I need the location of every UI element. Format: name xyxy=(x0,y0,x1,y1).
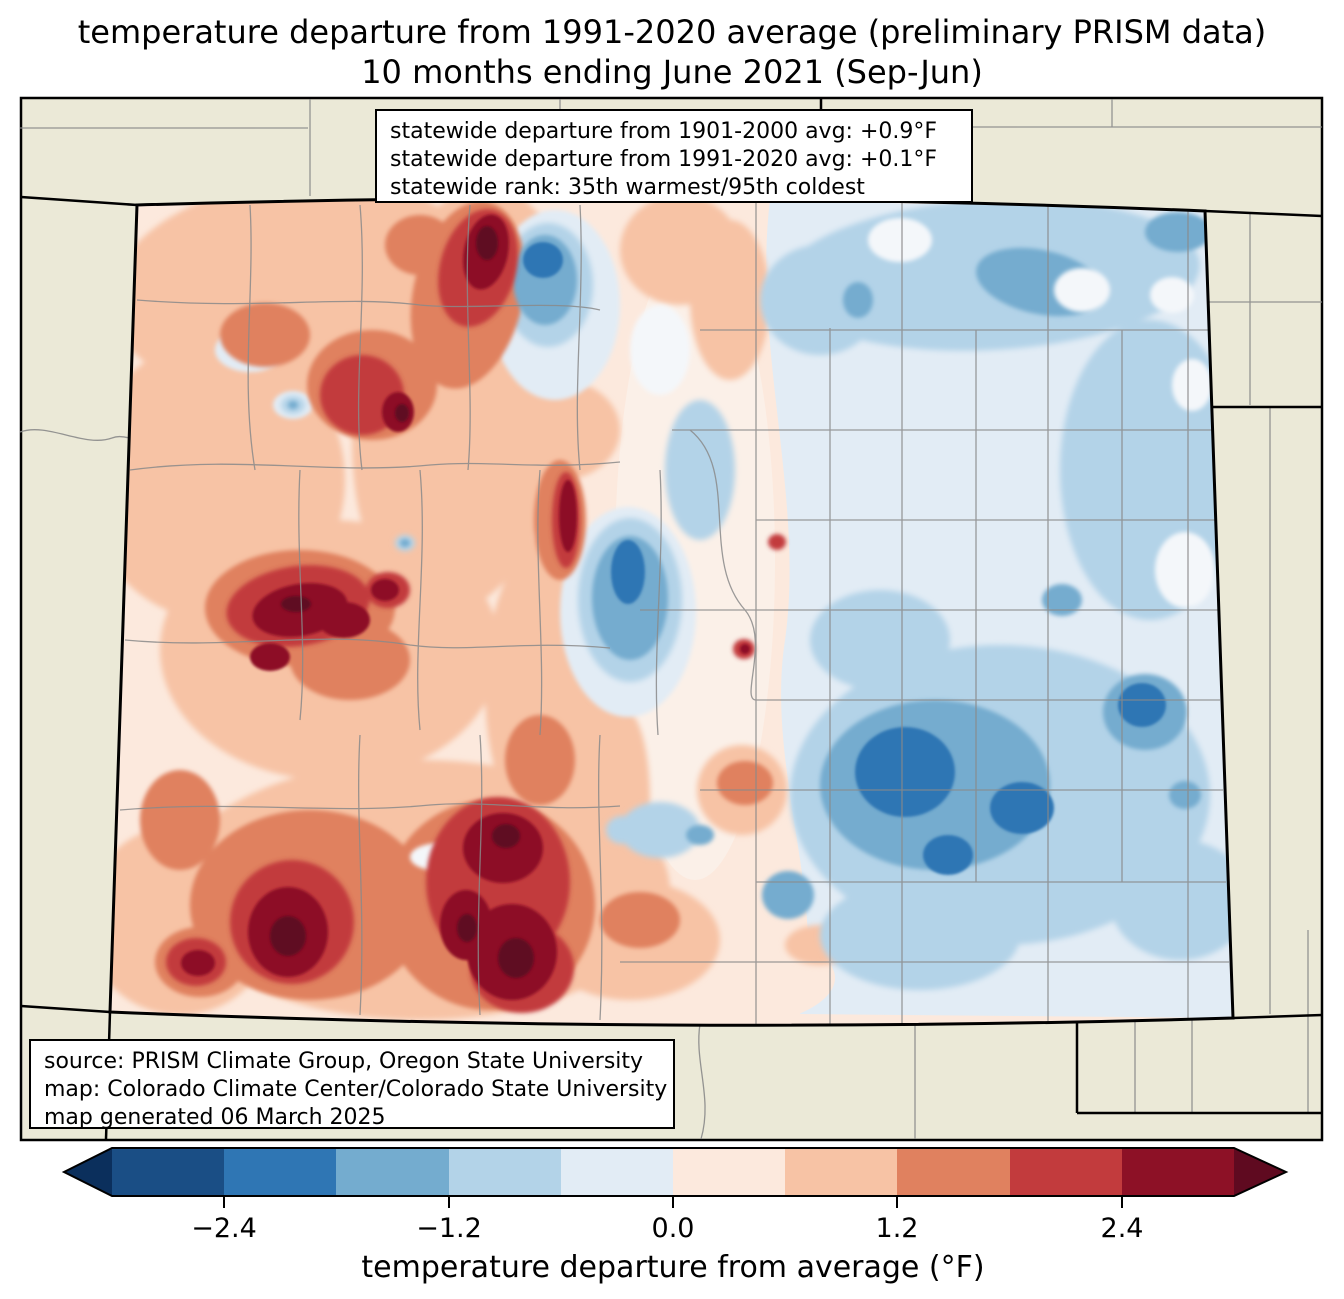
figure-title-line1: temperature departure from 1991-2020 ave… xyxy=(78,13,1267,51)
colorbar-under-arrow xyxy=(64,1148,112,1196)
colorbar-tick-label: 0.0 xyxy=(652,1213,695,1244)
colorbar-segment xyxy=(561,1148,674,1196)
colorbar-segment xyxy=(336,1148,450,1196)
stats-box: statewide departure from 1901-2000 avg: … xyxy=(375,109,973,203)
colorbar-tick-label: 2.4 xyxy=(1101,1213,1144,1244)
stats-line-1991-2020: statewide departure from 1991-2020 avg: … xyxy=(390,147,937,172)
colorbar-segment xyxy=(673,1148,786,1196)
cool-layer-dark xyxy=(523,242,1166,875)
colorbar-segment xyxy=(1010,1148,1122,1196)
source-box-frame xyxy=(29,1039,675,1129)
colorbar: −2.4 −1.2 0.0 1.2 2.4 temperature depart… xyxy=(61,1147,1289,1285)
colorbar-segment xyxy=(224,1148,337,1196)
source-box: source: PRISM Climate Group, Oregon Stat… xyxy=(29,1039,675,1130)
stats-line-rank: statewide rank: 35th warmest/95th coldes… xyxy=(390,175,865,200)
neighbor-county-lines xyxy=(19,99,1322,1140)
colorbar-outline xyxy=(61,1147,1289,1197)
colorbar-ticks xyxy=(223,1196,1123,1208)
colorbar-tick-label: 1.2 xyxy=(876,1213,919,1244)
warm-layer-darkest xyxy=(270,226,534,978)
colorbar-segment xyxy=(897,1148,1011,1196)
colorbar-segment xyxy=(112,1148,225,1196)
source-line-generated: map generated 06 March 2025 xyxy=(44,1105,386,1130)
colorado-anomaly-field xyxy=(110,198,1233,1026)
figure-title-line2: 10 months ending June 2021 (Sep-Jun) xyxy=(361,53,983,91)
source-line-source: source: PRISM Climate Group, Oregon Stat… xyxy=(44,1049,643,1074)
colorbar-segment xyxy=(785,1148,898,1196)
colorbar-axis-label: temperature departure from average (°F) xyxy=(361,1250,984,1285)
colorbar-tick-label: −2.4 xyxy=(191,1213,257,1244)
colorbar-over-arrow xyxy=(1234,1148,1286,1196)
colorbar-segment xyxy=(1122,1148,1234,1196)
stats-line-1901-2000: statewide departure from 1901-2000 avg: … xyxy=(390,119,937,144)
white-pockets xyxy=(410,218,1215,871)
stats-box-frame xyxy=(375,109,973,203)
transition-strip xyxy=(615,240,775,880)
source-line-map: map: Colorado Climate Center/Colorado St… xyxy=(44,1077,667,1102)
colorbar-tick-label: −1.2 xyxy=(416,1213,482,1244)
colorado-county-lines xyxy=(119,198,1229,1026)
colorbar-segment xyxy=(449,1148,562,1196)
